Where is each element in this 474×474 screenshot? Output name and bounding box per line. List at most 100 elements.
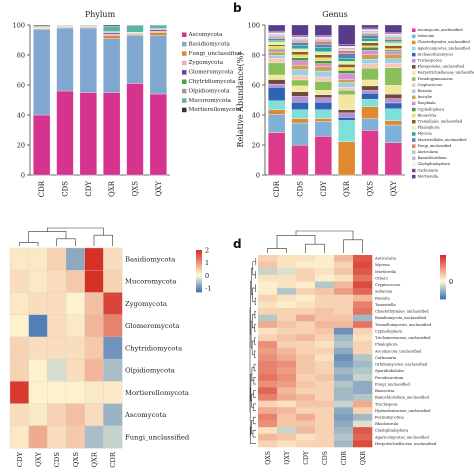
legend-swatch-fungi-unclassified: [412, 144, 416, 148]
heatmap-cell-ramichloridium-unclassified-cds: [315, 394, 335, 401]
heatmap-cell-ascomycota-cds: [47, 403, 67, 427]
heatmap-cell-mortierellomycota-cdr: [103, 381, 123, 405]
heatmap-cell-basidiomycota-qxs: [65, 247, 86, 271]
heatmap-cell-russula-cdy: [296, 294, 316, 302]
heatmap-cell-sebacina-cdy: [296, 288, 316, 296]
bar-segment-pseudogymnoascus-cds: [291, 79, 309, 87]
legend-swatch-zygomycota: [182, 60, 187, 66]
dendrogram-branch: [252, 261, 256, 276]
heatmap-cell-pezizomycotina-cdr: [334, 413, 354, 421]
bar-segment-basidiomycota-qxy: [149, 35, 167, 95]
bar-segment-sebacina-cdr: [268, 114, 286, 133]
heatmap-cell-chaetothyriales-unclassified-cds: [315, 307, 335, 315]
heatmap-cell-cyphellophora-cds: [315, 327, 335, 335]
heatmap-cell-glomeromycota-cdy: [9, 314, 30, 338]
heatmap-cell-others-qxs: [258, 274, 278, 282]
legend-label-pleosporales-unclassified: Pleosporales_unclassified: [418, 65, 465, 69]
legend-swatch-cryptococcus: [412, 83, 416, 87]
heatmap-cell-carbonaria-qxr: [353, 354, 373, 362]
dendrogram-branch: [255, 284, 256, 292]
heatmap-cell-pseudeurotium-cdy: [296, 374, 316, 382]
heatmap-row-label-pseudeurotium: Pseudeurotium: [375, 376, 404, 380]
heatmap-cell-basidiomycota-unclassified-qxr: [353, 314, 373, 322]
heatmap-cell-hydnodontaceae-unclassified-qxr: [353, 407, 373, 415]
bar-segment-zygomycota-qxr: [103, 33, 121, 36]
heatmap-row-label-pezizomycotina: Pezizomycotina: [375, 416, 405, 420]
heatmap-cell-trichomeriaceae-unclassified-cdy: [296, 334, 316, 342]
legend-swatch-exophiala: [412, 101, 416, 106]
bar-segment-bionectria-cds: [291, 54, 309, 58]
dendrogram-branch: [254, 310, 256, 319]
bar-segment-exophiala-cdr: [268, 50, 286, 53]
heatmap-cell-pseudeurotium-cdr: [334, 374, 354, 382]
bar-segment-mycena-qxr: [338, 58, 356, 62]
bar-segment-pleosporales-unclassified-cds: [291, 91, 309, 97]
bar-segment-agaricomycetes-unclassified-cdy: [314, 109, 332, 119]
bar-segment-pseudogymnoascus-qxr: [338, 90, 356, 95]
bar-segment-cladophialophora-qxs: [361, 29, 379, 32]
bar-segment-auricularia-qxs: [361, 32, 379, 35]
legend-swatch-sebacina: [412, 34, 416, 39]
bar-segment-bionectria-cdy: [314, 57, 332, 61]
heatmap-cell-bionectria-cdr: [334, 387, 354, 395]
bar-segment-cladophialophora-cdr: [268, 32, 286, 35]
heatmap-cell-pseudeurotium-cds: [315, 374, 335, 382]
heatmap-cell-sebacina-cdr: [334, 288, 354, 296]
genus-heatmap: Auricularia Mycena Mortierella Others Crypto…: [249, 230, 453, 465]
heatmap-cell-agaricomycetes-unclassified-qxr: [353, 433, 373, 441]
heatmap-cell-olpidiomycota-cds: [47, 358, 67, 382]
bar-segment-phialophora-cdy: [314, 51, 332, 55]
legend-swatch-chaetothyriales-unclassified: [412, 40, 416, 45]
x-tick-label-qxy: QXY: [155, 181, 163, 197]
heatmap-cell-carbonaria-qxy: [277, 354, 297, 362]
dendrogram-branch: [250, 267, 253, 296]
bar-segment-bionectria-qxr: [338, 67, 356, 71]
bar-segment-auricularia-cds: [291, 39, 309, 42]
color-scale-step: [440, 260, 446, 263]
legend-label-carbonaria: Carbonaria: [418, 168, 439, 172]
y-tick-label: 0: [21, 172, 25, 180]
bar-segment-pleosporales-unclassified-qxy: [384, 93, 402, 99]
y-tick-label: 0: [256, 172, 260, 180]
bar-segment-mortierellales-unclassified-qxy: [384, 39, 402, 42]
heatmap-cell-fungi-unclassified-cdr: [103, 425, 123, 449]
heatmap-row-label-mucoromycota: Mucoromycota: [125, 278, 177, 286]
heatmap-row-label-rhodotorula: Rhodotorula: [375, 422, 399, 426]
heatmap-cell-phialophora-qxr: [353, 341, 373, 348]
bar-segment-tremellales-unclassified-cdy: [314, 54, 332, 58]
heatmap-row-label-chaetothyriales-unclassified: Chaetothyriales_unclassified: [375, 310, 429, 314]
x-tick-label-cds: CDS: [297, 181, 305, 197]
color-scale-step: [196, 290, 202, 293]
bar-segment-mortierella-qxy: [384, 24, 402, 33]
heatmap-cell-fungi-unclassified-qxs: [258, 380, 278, 388]
x-tick-label-qxr: QXR: [108, 180, 116, 197]
legend-label-archaeorhizomyces: Archaeorhizomyces: [417, 52, 454, 56]
heatmap-col-label-cds: CDS: [53, 452, 61, 468]
heatmap-cell-sporidiobolales-cdy: [296, 367, 316, 375]
heatmap-cell-cladophialophora-qxr: [353, 427, 373, 435]
heatmap-cell-russula-qxs: [258, 294, 278, 302]
color-scale-step: [440, 257, 446, 260]
legend-label-tremellales-unclassified: Tremellales_unclassified: [418, 120, 463, 124]
heatmap-row-label-sporidiobolales: Sporidiobolales: [375, 369, 404, 373]
bar-segment-cyphellophora-cdy: [314, 60, 332, 64]
heatmap-cell-chaetothyriales-unclassified-qxs: [258, 307, 278, 315]
heatmap-cell-tremellomycetes-unclassified-qxy: [277, 321, 297, 329]
bar-segment-mortierella-cdy: [314, 24, 332, 36]
heatmap-cell-mortierella-qxr: [353, 268, 373, 276]
heatmap-row-label-glomeromycota: Glomeromycota: [125, 322, 179, 330]
legend-swatch-phialophora: [412, 126, 416, 130]
y-tick-label: 20: [252, 142, 260, 150]
heatmap-cell-ramichloridium-unclassified-cdr: [334, 394, 354, 401]
y-tick-label: 40: [252, 112, 260, 120]
legend-swatch-cyphellophora: [412, 107, 416, 112]
bar-segment-herpotrichiellaceae-unclassified-qxs: [361, 79, 379, 87]
heatmap-cell-rhodotorula-qxs: [258, 420, 278, 428]
legend-label-herpotrichiellaceae-unclassified: Herpotrichiellaceae_unclassified: [418, 71, 474, 75]
heatmap-cell-auricularia-qxy: [277, 255, 297, 262]
heatmap-cell-pezizomycotina-qxr: [353, 413, 373, 421]
color-scale-step: [196, 250, 202, 252]
phylum-heatmap: Basidiomycota Mucoromycota Zygomycota Glome…: [9, 227, 211, 468]
heatmap-cell-agaricomycetes-unclassified-cdy: [296, 433, 316, 441]
heatmap-cell-sporidiobolales-cdr: [334, 367, 354, 375]
